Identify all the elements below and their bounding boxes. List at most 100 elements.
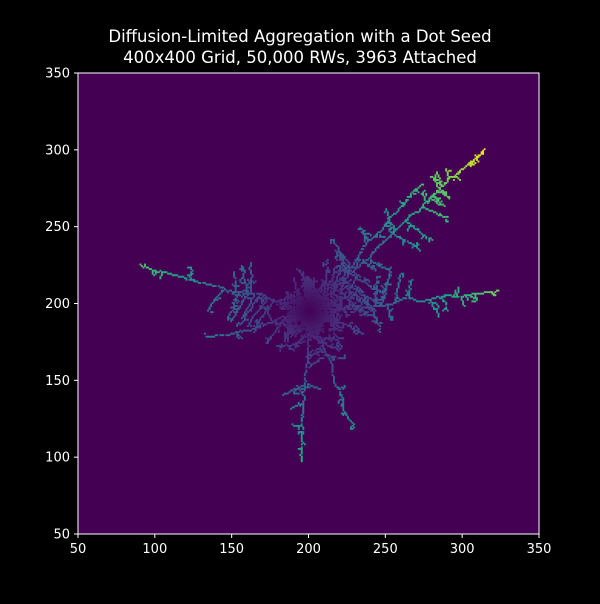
cluster-cell bbox=[313, 288, 315, 291]
cluster-cell bbox=[288, 294, 291, 297]
cluster-cell bbox=[290, 301, 292, 304]
cluster-cell bbox=[305, 278, 308, 281]
cluster-cell bbox=[340, 305, 343, 307]
cluster-cell bbox=[386, 283, 389, 286]
cluster-cell bbox=[290, 389, 292, 392]
cluster-cell bbox=[388, 225, 391, 228]
cluster-cell bbox=[245, 286, 248, 289]
cluster-cell bbox=[302, 427, 305, 430]
cluster-cell bbox=[313, 280, 315, 283]
cluster-cell bbox=[466, 298, 469, 301]
cluster-cell bbox=[294, 288, 297, 291]
cluster-cell bbox=[302, 409, 305, 412]
cluster-cell bbox=[330, 361, 332, 364]
cluster-cell bbox=[351, 328, 354, 330]
cluster-cell bbox=[337, 254, 340, 257]
cluster-cell bbox=[340, 357, 343, 360]
cluster-cell bbox=[300, 457, 303, 460]
cluster-cell bbox=[306, 340, 309, 343]
cluster-cell bbox=[434, 192, 437, 195]
cluster-cell bbox=[288, 306, 291, 309]
cluster-cell bbox=[443, 205, 446, 208]
cluster-cell bbox=[337, 248, 340, 251]
cluster-cell bbox=[323, 312, 326, 315]
cluster-cell bbox=[293, 320, 296, 323]
cluster-cell bbox=[354, 288, 357, 291]
cluster-cell bbox=[316, 318, 319, 321]
cluster-cell bbox=[340, 278, 343, 281]
cluster-cell bbox=[445, 215, 448, 218]
cluster-cell bbox=[353, 331, 355, 334]
cluster-cell bbox=[337, 249, 340, 252]
cluster-cell bbox=[326, 320, 329, 323]
cluster-cell bbox=[331, 311, 334, 314]
cluster-cell bbox=[302, 384, 305, 387]
cluster-cell bbox=[343, 280, 346, 283]
cluster-cell bbox=[405, 200, 408, 203]
cluster-cell bbox=[291, 326, 294, 329]
cluster-cell bbox=[308, 303, 311, 306]
cluster-cell bbox=[322, 343, 325, 346]
cluster-cell bbox=[399, 237, 402, 240]
cluster-cell bbox=[457, 172, 460, 175]
cluster-cell bbox=[345, 277, 348, 280]
cluster-cell bbox=[243, 292, 246, 295]
cluster-cell bbox=[302, 300, 305, 303]
cluster-cell bbox=[248, 280, 251, 283]
cluster-cell bbox=[306, 285, 309, 287]
cluster-cell bbox=[382, 300, 385, 303]
cluster-cell bbox=[314, 325, 317, 327]
cluster-cell bbox=[437, 200, 440, 203]
cluster-cell bbox=[248, 286, 251, 289]
cluster-cell bbox=[293, 329, 296, 332]
cluster-cell bbox=[349, 303, 352, 306]
cluster-cell bbox=[406, 228, 409, 231]
cluster-cell bbox=[302, 407, 305, 410]
cluster-cell bbox=[365, 281, 368, 284]
cluster-cell bbox=[314, 305, 317, 307]
cluster-cell bbox=[442, 192, 445, 195]
cluster-cell bbox=[305, 286, 308, 289]
cluster-cell bbox=[291, 320, 294, 323]
cluster-cell bbox=[443, 194, 446, 197]
cluster-cell bbox=[296, 332, 299, 335]
cluster-cell bbox=[373, 286, 375, 289]
cluster-cell bbox=[336, 308, 339, 310]
cluster-cell bbox=[317, 308, 320, 310]
cluster-cell bbox=[316, 308, 319, 310]
cluster-cell bbox=[457, 288, 460, 291]
cluster-cell bbox=[363, 229, 366, 232]
cluster-cell bbox=[334, 305, 337, 307]
cluster-cell bbox=[379, 325, 382, 327]
cluster-cell bbox=[308, 278, 311, 281]
cluster-cell bbox=[306, 289, 309, 292]
cluster-cell bbox=[342, 398, 345, 401]
cluster-cell bbox=[253, 294, 256, 297]
cluster-cell bbox=[220, 291, 223, 294]
cluster-cell bbox=[288, 320, 291, 323]
cluster-cell bbox=[322, 325, 325, 327]
cluster-cell bbox=[482, 152, 485, 155]
cluster-cell bbox=[320, 318, 323, 321]
cluster-cell bbox=[365, 258, 368, 261]
cluster-cell bbox=[320, 295, 323, 298]
cluster-cell bbox=[379, 289, 382, 292]
cluster-cell bbox=[366, 263, 369, 266]
cluster-cell bbox=[288, 297, 291, 300]
cluster-cell bbox=[336, 343, 339, 346]
cluster-cell bbox=[339, 303, 342, 306]
cluster-cell bbox=[330, 280, 332, 283]
cluster-cell bbox=[362, 262, 365, 264]
cluster-cell bbox=[342, 292, 345, 295]
cluster-cell bbox=[282, 308, 285, 310]
cluster-cell bbox=[391, 308, 394, 310]
cluster-cell bbox=[328, 318, 331, 321]
cluster-cell bbox=[234, 298, 237, 301]
cluster-cell bbox=[330, 298, 332, 301]
cluster-cell bbox=[339, 288, 342, 291]
cluster-cell bbox=[283, 300, 286, 303]
cluster-cell bbox=[333, 297, 335, 300]
cluster-cell bbox=[233, 292, 236, 295]
cluster-cell bbox=[365, 235, 368, 238]
cluster-cell bbox=[207, 309, 209, 312]
